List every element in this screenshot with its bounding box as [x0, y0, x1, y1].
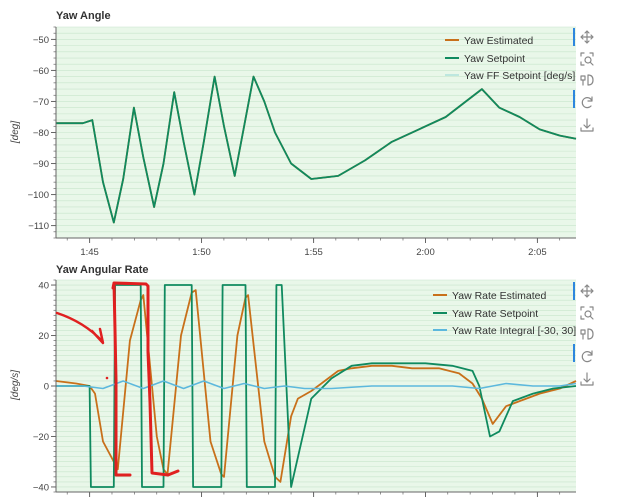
legend-yaw-rate-integral: Yaw Rate Integral [-30, 30]: [452, 325, 576, 337]
toolbar-top-hover-icon[interactable]: [579, 73, 595, 89]
x-tick-label: 2:00: [416, 247, 435, 258]
toolbar-bottom-box-zoom-icon[interactable]: [579, 305, 595, 321]
yaw-angle-y-ticks: −50 −60 −70 −80 −90 −100 −110: [28, 26, 56, 239]
red-arrow-annotation: [55, 311, 105, 345]
y-tick-label: −70: [33, 97, 49, 108]
y-tick-label: −90: [33, 159, 49, 170]
x-tick-label: 1:50: [192, 247, 211, 258]
y-tick-label: −80: [33, 128, 49, 139]
toolbar-bottom-reset-icon[interactable]: [579, 349, 595, 365]
y-tick-label: 20: [38, 331, 49, 342]
series-line-yaw-rate-setpoint: [56, 284, 577, 488]
toolbar-top-reset-icon[interactable]: [579, 95, 595, 111]
red-box-annotation: [111, 281, 180, 477]
toolbar-bottom: [573, 282, 595, 387]
legend-yaw-setpoint: Yaw Setpoint: [464, 53, 525, 65]
toolbar-bottom-save-icon[interactable]: [579, 371, 595, 387]
toolbar-top-box-zoom-icon[interactable]: [579, 51, 595, 67]
toolbar-bottom-pan-icon[interactable]: [579, 283, 595, 299]
x-tick-label: 2:05: [528, 247, 547, 258]
toolbar-bottom-hover-icon[interactable]: [579, 327, 595, 343]
y-tick-label: 0: [44, 382, 49, 393]
yaw-rate-legend: Yaw Rate Estimated Yaw Rate Setpoint Yaw…: [433, 290, 576, 337]
yaw-rate-x-ticks: [66, 492, 561, 497]
y-tick-label: −110: [28, 221, 49, 232]
yaw-rate-y-ticks: 40 20 0 −20 −40: [33, 279, 56, 493]
series-line-yaw-setpoint: [56, 75, 577, 224]
y-tick-label: −50: [33, 35, 49, 46]
y-tick-label: −40: [33, 482, 49, 493]
legend-yaw-rate-setpoint: Yaw Rate Setpoint: [452, 308, 538, 320]
toolbar-top-pan-icon[interactable]: [579, 29, 595, 45]
yaw-angle-plot: Yaw Angle −50−60−70−80−90−100−110 1:45 1:…: [10, 10, 577, 258]
yaw-angle-legend: Yaw Estimated Yaw Setpoint Yaw FF Setpoi…: [445, 35, 575, 82]
yaw-rate-ylabel: [deg/s]: [10, 370, 21, 401]
y-tick-label: −20: [33, 432, 49, 443]
yaw-angle-grid: [56, 26, 576, 239]
y-tick-label: −60: [33, 66, 49, 77]
series-line-yaw-rate-integral-30-30: [56, 380, 577, 390]
yaw-angle-title: Yaw Angle: [56, 10, 111, 22]
y-tick-label: −100: [28, 190, 49, 201]
y-tick-label: 40: [38, 281, 49, 292]
red-dot-annotation: [105, 376, 109, 380]
yaw-angle-series: [56, 75, 577, 224]
x-tick-label: 1:45: [80, 247, 99, 258]
yaw-angle-ylabel: [deg]: [10, 121, 21, 144]
yaw-rate-plot: Yaw Angular Rate 40 20 0 −20 −40 [deg/s] Yaw…: [10, 264, 577, 497]
legend-yaw-ff-setpoint: Yaw FF Setpoint [deg/s]: [464, 70, 575, 82]
yaw-angle-x-ticks: 1:45 1:50 1:55 2:00 2:05: [66, 238, 561, 258]
yaw-rate-title: Yaw Angular Rate: [56, 264, 149, 276]
toolbar-top-save-icon[interactable]: [579, 117, 595, 133]
legend-yaw-estimated: Yaw Estimated: [464, 35, 533, 47]
legend-yaw-rate-estimated: Yaw Rate Estimated: [452, 290, 547, 302]
series-line-yaw-rate-estimated: [55, 289, 577, 483]
yaw-rate-series: [55, 284, 577, 488]
toolbar-top: [573, 28, 595, 133]
x-tick-label: 1:55: [304, 247, 323, 258]
red-annotation: [55, 281, 180, 477]
